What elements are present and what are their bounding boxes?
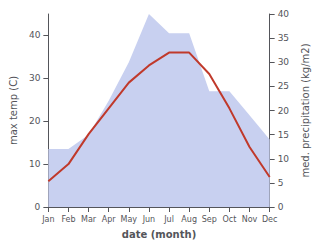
svg-text:40: 40 bbox=[29, 30, 41, 40]
svg-text:Mar: Mar bbox=[81, 215, 97, 224]
svg-text:25: 25 bbox=[278, 81, 289, 91]
svg-text:0: 0 bbox=[278, 202, 284, 212]
svg-text:Nov: Nov bbox=[242, 215, 258, 224]
svg-text:5: 5 bbox=[278, 178, 284, 188]
svg-text:10: 10 bbox=[278, 154, 290, 164]
svg-text:Aug: Aug bbox=[181, 215, 197, 224]
svg-text:10: 10 bbox=[29, 159, 41, 169]
svg-text:20: 20 bbox=[278, 106, 290, 116]
svg-text:med. precipitation (kg/m2): med. precipitation (kg/m2) bbox=[300, 43, 311, 177]
svg-text:30: 30 bbox=[278, 57, 290, 67]
svg-text:Sep: Sep bbox=[202, 215, 217, 224]
svg-text:Jul: Jul bbox=[163, 215, 174, 224]
svg-text:35: 35 bbox=[278, 33, 289, 43]
svg-text:Oct: Oct bbox=[222, 215, 236, 224]
svg-text:0: 0 bbox=[35, 202, 41, 212]
svg-text:20: 20 bbox=[29, 116, 41, 126]
svg-text:30: 30 bbox=[29, 73, 41, 83]
svg-text:max temp (C): max temp (C) bbox=[8, 76, 19, 145]
svg-text:Feb: Feb bbox=[61, 215, 75, 224]
svg-text:Dec: Dec bbox=[262, 215, 277, 224]
svg-text:date (month): date (month) bbox=[122, 229, 196, 240]
svg-text:May: May bbox=[121, 215, 138, 224]
svg-text:15: 15 bbox=[278, 130, 289, 140]
svg-text:40: 40 bbox=[278, 9, 290, 19]
svg-text:Jan: Jan bbox=[41, 215, 54, 224]
svg-text:Apr: Apr bbox=[102, 215, 117, 224]
svg-text:Jun: Jun bbox=[142, 215, 156, 224]
